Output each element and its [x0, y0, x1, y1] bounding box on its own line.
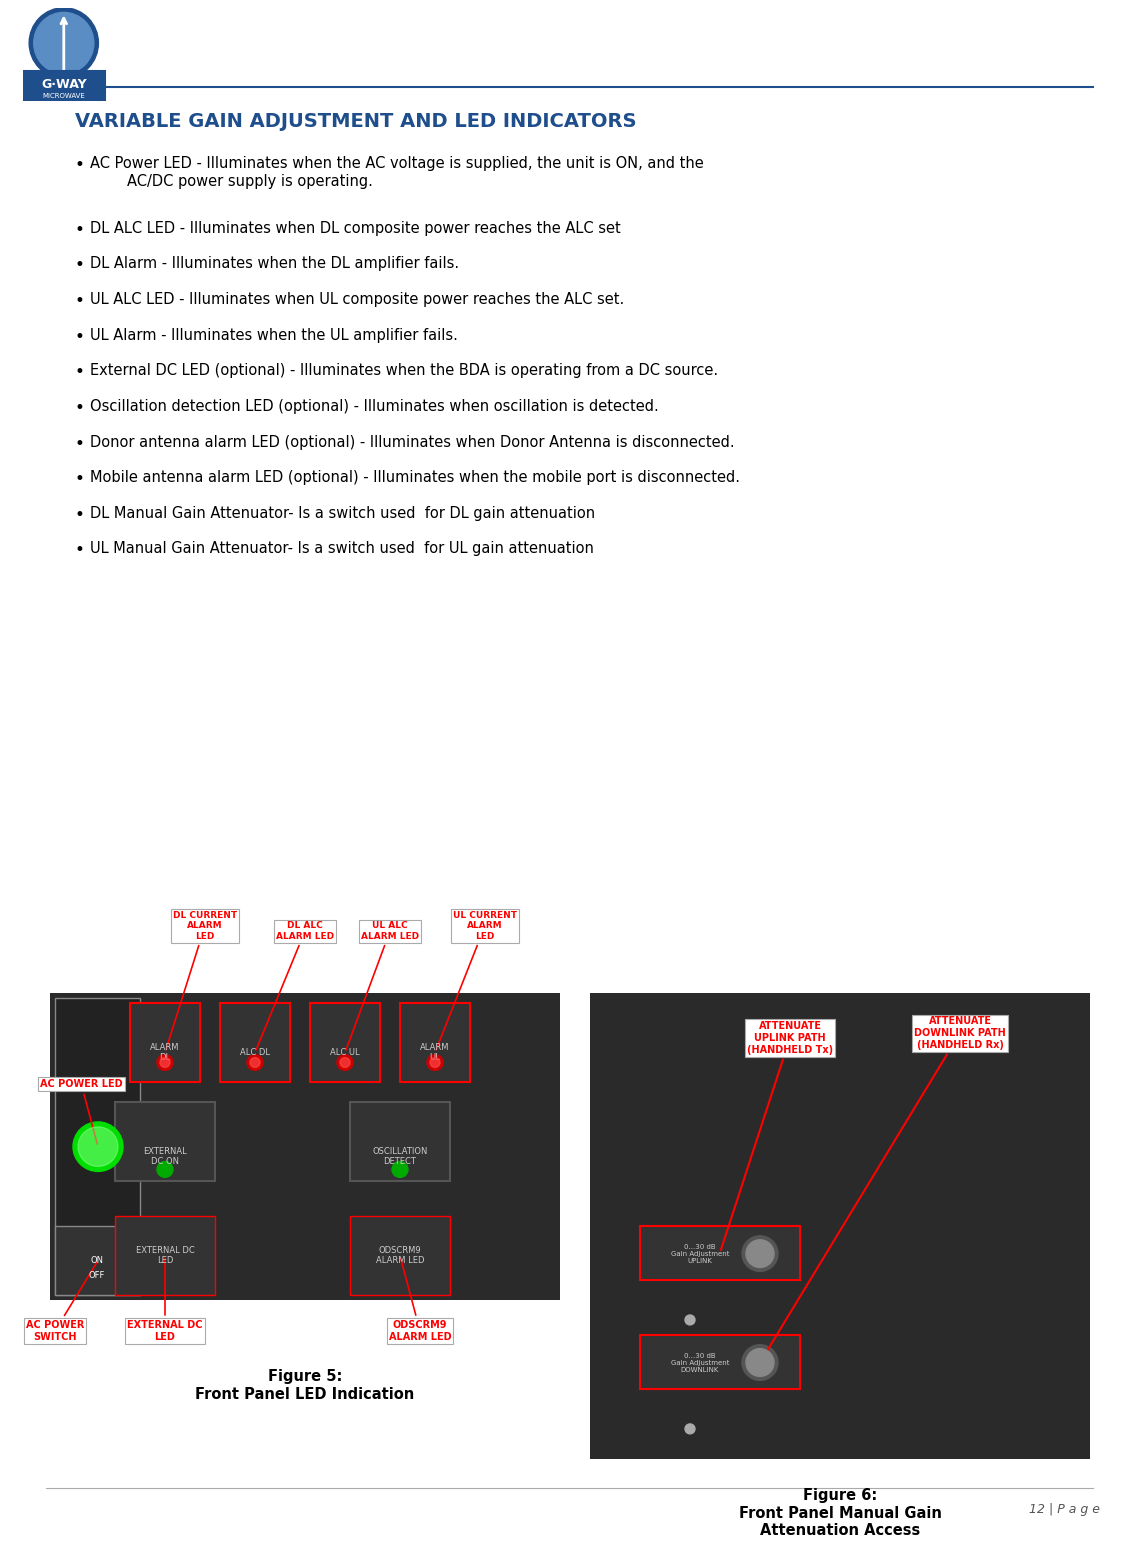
Circle shape	[427, 1054, 443, 1070]
FancyBboxPatch shape	[50, 994, 560, 1300]
Text: EXTERNAL
DC ON: EXTERNAL DC ON	[144, 1147, 187, 1166]
Circle shape	[337, 1054, 353, 1070]
Text: •: •	[75, 471, 85, 488]
Text: •: •	[75, 156, 85, 175]
Text: VARIABLE GAIN ADJUSTMENT AND LED INDICATORS: VARIABLE GAIN ADJUSTMENT AND LED INDICAT…	[75, 111, 637, 132]
Text: •: •	[75, 364, 85, 381]
Text: UL Alarm - Illuminates when the UL amplifier fails.: UL Alarm - Illuminates when the UL ampli…	[90, 328, 458, 342]
Circle shape	[431, 1057, 440, 1068]
FancyBboxPatch shape	[350, 1217, 450, 1296]
FancyBboxPatch shape	[590, 994, 1090, 1458]
Text: UL ALC
ALARM LED: UL ALC ALARM LED	[346, 921, 419, 1050]
Circle shape	[392, 1161, 408, 1178]
Text: EXTERNAL DC
LED: EXTERNAL DC LED	[136, 1246, 195, 1265]
Text: DL ALC LED - Illuminates when DL composite power reaches the ALC set: DL ALC LED - Illuminates when DL composi…	[90, 221, 621, 235]
Text: •: •	[75, 328, 85, 345]
Text: MICROWAVE: MICROWAVE	[42, 93, 85, 99]
Circle shape	[77, 1127, 118, 1167]
Circle shape	[249, 1057, 260, 1068]
Circle shape	[73, 1122, 123, 1172]
Text: Figure 6:
Front Panel Manual Gain
Attenuation Access: Figure 6: Front Panel Manual Gain Attenu…	[738, 1488, 942, 1539]
Circle shape	[746, 1240, 775, 1268]
Circle shape	[741, 1345, 778, 1381]
Circle shape	[157, 1161, 173, 1178]
Text: 12 | P a g e: 12 | P a g e	[1029, 1503, 1100, 1515]
Circle shape	[247, 1054, 263, 1070]
Text: ON: ON	[90, 1255, 104, 1265]
Circle shape	[159, 1057, 170, 1068]
Text: •: •	[75, 399, 85, 416]
Text: AC POWER LED: AC POWER LED	[40, 1079, 123, 1144]
Text: •: •	[75, 257, 85, 274]
Circle shape	[685, 1424, 695, 1433]
Text: 0...30 dB
Gain Adjustment
DOWNLINK: 0...30 dB Gain Adjustment DOWNLINK	[671, 1353, 729, 1373]
FancyBboxPatch shape	[640, 1334, 800, 1389]
Text: UL Manual Gain Attenuator- Is a switch used  for UL gain attenuation: UL Manual Gain Attenuator- Is a switch u…	[90, 542, 593, 556]
Text: DL CURRENT
ALARM
LED: DL CURRENT ALARM LED	[166, 910, 237, 1050]
Text: ATTENUATE
UPLINK PATH
(HANDHELD Tx): ATTENUATE UPLINK PATH (HANDHELD Tx)	[721, 1022, 833, 1249]
FancyBboxPatch shape	[130, 1003, 200, 1082]
Text: 0...30 dB
Gain Adjustment
UPLINK: 0...30 dB Gain Adjustment UPLINK	[671, 1243, 729, 1263]
Text: AC POWER
SWITCH: AC POWER SWITCH	[26, 1263, 97, 1342]
Text: DL ALC
ALARM LED: DL ALC ALARM LED	[256, 921, 334, 1050]
Text: UL CURRENT
ALARM
LED: UL CURRENT ALARM LED	[436, 910, 517, 1050]
Text: OSCILLATION
DETECT: OSCILLATION DETECT	[372, 1147, 427, 1166]
FancyBboxPatch shape	[400, 1003, 470, 1082]
Text: •: •	[75, 293, 85, 310]
Text: •: •	[75, 506, 85, 523]
Circle shape	[685, 1314, 695, 1325]
Text: External DC LED (optional) - Illuminates when the BDA is operating from a DC sou: External DC LED (optional) - Illuminates…	[90, 364, 718, 378]
Text: Oscillation detection LED (optional) - Illuminates when oscillation is detected.: Oscillation detection LED (optional) - I…	[90, 399, 663, 413]
Text: OFF: OFF	[89, 1271, 105, 1280]
FancyBboxPatch shape	[220, 1003, 290, 1082]
Text: ALARM
UL: ALARM UL	[420, 1043, 450, 1062]
Text: G·WAY: G·WAY	[41, 79, 87, 91]
Text: •: •	[75, 221, 85, 238]
FancyBboxPatch shape	[115, 1217, 215, 1296]
FancyBboxPatch shape	[55, 1226, 140, 1296]
Text: ALC UL: ALC UL	[330, 1048, 360, 1057]
Text: UL ALC LED - Illuminates when UL composite power reaches the ALC set.: UL ALC LED - Illuminates when UL composi…	[90, 293, 624, 307]
Circle shape	[30, 8, 98, 79]
Circle shape	[741, 1235, 778, 1271]
Text: EXTERNAL DC
LED: EXTERNAL DC LED	[128, 1259, 203, 1342]
Text: ODSCRM9
ALARM LED: ODSCRM9 ALARM LED	[376, 1246, 424, 1265]
Circle shape	[157, 1054, 173, 1070]
Circle shape	[341, 1057, 350, 1068]
Circle shape	[746, 1348, 775, 1376]
FancyBboxPatch shape	[310, 1003, 380, 1082]
Text: DL Manual Gain Attenuator- Is a switch used  for DL gain attenuation: DL Manual Gain Attenuator- Is a switch u…	[90, 506, 595, 520]
FancyBboxPatch shape	[115, 1102, 215, 1181]
Text: •: •	[75, 435, 85, 452]
Text: AC Power LED - Illuminates when the AC voltage is supplied, the unit is ON, and : AC Power LED - Illuminates when the AC v…	[90, 156, 704, 189]
Text: Donor antenna alarm LED (optional) - Illuminates when Donor Antenna is disconnec: Donor antenna alarm LED (optional) - Ill…	[90, 435, 739, 449]
Text: Figure 5:
Front Panel LED Indication: Figure 5: Front Panel LED Indication	[196, 1370, 415, 1402]
Text: ALC DL: ALC DL	[240, 1048, 270, 1057]
Text: Mobile antenna alarm LED (optional) - Illuminates when the mobile port is discon: Mobile antenna alarm LED (optional) - Il…	[90, 471, 740, 485]
Text: ALARM
DL: ALARM DL	[150, 1043, 180, 1062]
Text: DL Alarm - Illuminates when the DL amplifier fails.: DL Alarm - Illuminates when the DL ampli…	[90, 257, 459, 271]
FancyBboxPatch shape	[350, 1102, 450, 1181]
Text: ATTENUATE
DOWNLINK PATH
(HANDHELD Rx): ATTENUATE DOWNLINK PATH (HANDHELD Rx)	[762, 1017, 1006, 1361]
Text: ODSCRM9
ALARM LED: ODSCRM9 ALARM LED	[388, 1259, 451, 1342]
FancyBboxPatch shape	[55, 998, 140, 1296]
Text: •: •	[75, 542, 85, 559]
FancyBboxPatch shape	[23, 71, 105, 101]
Circle shape	[34, 12, 93, 74]
FancyBboxPatch shape	[640, 1226, 800, 1280]
